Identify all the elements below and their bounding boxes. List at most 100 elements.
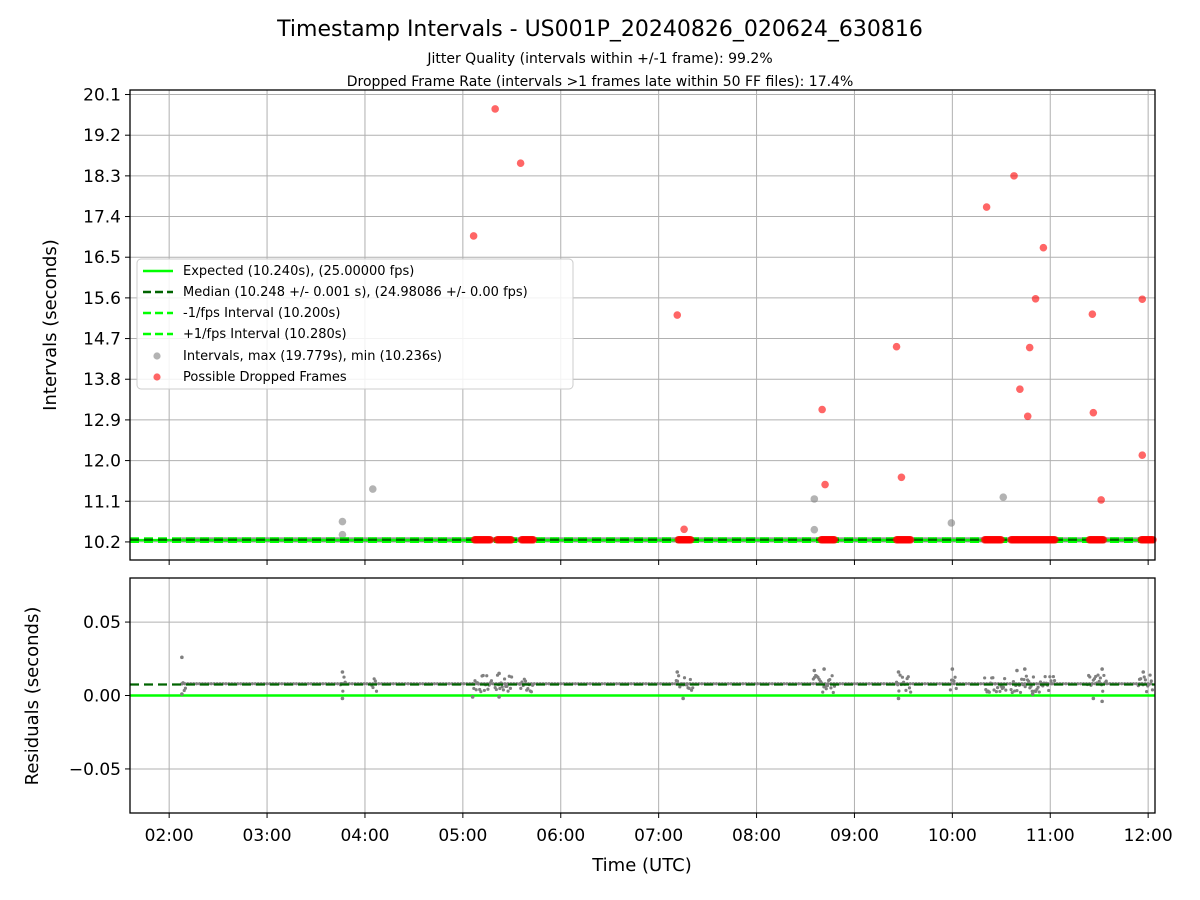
residual-point — [644, 682, 648, 686]
residual-point — [485, 674, 489, 678]
dropped-frame-point — [1051, 535, 1059, 544]
intervals-axes-frame — [129, 89, 1156, 561]
residual-point — [995, 686, 1000, 690]
residual-point — [897, 689, 901, 693]
residual-point — [1013, 689, 1017, 693]
residual-point — [689, 688, 694, 692]
intervals-grid — [130, 90, 1155, 560]
dropped-frame-point — [818, 405, 826, 414]
residual-point — [519, 686, 523, 691]
residual-point — [501, 688, 505, 692]
intervals-panel: 10.2 11.1 12.0 12.9 13.8 14.7 15.6 16.5 17.4 18.3… — [40, 86, 1157, 565]
residual-point — [472, 686, 476, 691]
legend-expected-label: Expected (10.240s), (25.00000 fps) — [183, 264, 414, 279]
dropped-frame-point — [1031, 294, 1040, 303]
residual-point — [726, 682, 730, 686]
residual-point — [341, 689, 345, 693]
residual-point — [1149, 679, 1153, 683]
x-tick-label: 03:00 — [243, 826, 292, 846]
intervals-y-tick-label: 15.6 — [83, 289, 121, 309]
residuals-y-tick-label: 0.00 — [83, 687, 121, 707]
residual-point — [824, 687, 828, 691]
x-tick-label: 04:00 — [340, 826, 389, 846]
residual-point — [1003, 677, 1007, 681]
residual-point — [1031, 675, 1036, 679]
residual-point — [342, 675, 346, 679]
x-tick-label: 06:00 — [536, 826, 585, 846]
residual-outlier-point — [822, 667, 826, 671]
x-tick-label: 07:00 — [634, 826, 683, 846]
residual-point — [343, 680, 347, 684]
x-tick-label: 11:00 — [1026, 826, 1075, 846]
residual-point — [1049, 679, 1053, 683]
residual-point — [1142, 675, 1146, 679]
interval-outlier-point — [947, 519, 956, 527]
x-axis-label: Time (UTC) — [591, 855, 692, 876]
residual-outlier-point — [681, 696, 685, 701]
dropped-frame-point — [1088, 310, 1097, 318]
x-tick-label: 09:00 — [830, 826, 879, 846]
residuals-y-ticks: 0.05 0.00 −0.05 — [69, 613, 130, 780]
intervals-y-tick-label: 11.1 — [83, 492, 121, 512]
residuals-panel: 0.050.00−0.05 02:00 03:00 04:00 05:00 06:00 0… — [22, 577, 1173, 876]
residual-point — [1078, 682, 1083, 686]
residual-point — [896, 683, 900, 687]
residual-point — [377, 682, 381, 686]
residual-point — [365, 682, 369, 686]
residual-point — [530, 683, 535, 687]
residual-point — [1037, 690, 1041, 694]
residual-point — [954, 686, 958, 691]
residual-point — [994, 690, 999, 694]
dropped-frame-point — [1023, 412, 1032, 421]
residual-point — [518, 682, 522, 686]
jitter-quality-subtitle: Jitter Quality (intervals within +/-1 fr… — [426, 51, 772, 67]
residual-point — [239, 682, 243, 686]
residual-point — [755, 682, 760, 686]
residual-outlier-point — [1100, 699, 1104, 704]
intervals-y-tick-label: 19.2 — [83, 126, 121, 146]
residual-point — [670, 682, 674, 686]
residual-outlier-point — [1015, 668, 1019, 673]
legend-box — [136, 258, 574, 390]
residual-outlier-point — [896, 696, 901, 701]
residual-point — [830, 674, 834, 678]
residual-point — [797, 682, 801, 686]
residual-point — [603, 682, 607, 686]
residual-point — [181, 681, 185, 685]
dropped-frame-point — [673, 311, 682, 319]
residual-point — [1009, 688, 1013, 692]
residual-point — [250, 682, 254, 686]
residual-outlier-point — [812, 668, 817, 673]
residual-point — [209, 682, 213, 686]
residual-point — [1001, 685, 1006, 689]
dropped-frame-point — [1010, 172, 1018, 180]
residual-point — [998, 689, 1002, 694]
residual-point — [825, 684, 830, 688]
intervals-y-axis-label: Intervals (seconds) — [40, 239, 61, 411]
residual-point — [677, 674, 681, 678]
residual-point — [964, 682, 968, 686]
residual-point — [183, 686, 188, 690]
residual-point — [993, 682, 997, 686]
residuals-marks — [130, 655, 1155, 704]
residual-point — [502, 677, 507, 681]
residual-point — [1027, 679, 1031, 683]
intervals-y-tick-label: 12.0 — [83, 452, 121, 472]
dropped-frame-subtitle: Dropped Frame Rate (intervals >1 frames … — [347, 74, 854, 90]
dropped-frame-point — [486, 535, 495, 544]
residual-point — [1018, 690, 1023, 695]
residual-point — [309, 682, 313, 686]
dropped-frame-point — [982, 203, 991, 211]
residual-point — [911, 682, 915, 686]
residual-point — [421, 682, 425, 686]
residual-point — [600, 682, 604, 686]
dropped-frame-point — [686, 535, 695, 544]
residual-point — [1022, 677, 1026, 682]
residual-outlier-point — [675, 670, 680, 674]
residual-point — [486, 687, 490, 691]
residual-point — [741, 682, 745, 686]
x-tick-label: 10:00 — [928, 826, 977, 846]
residual-outlier-point — [1100, 667, 1104, 671]
legend-dropped-swatch — [153, 373, 161, 381]
